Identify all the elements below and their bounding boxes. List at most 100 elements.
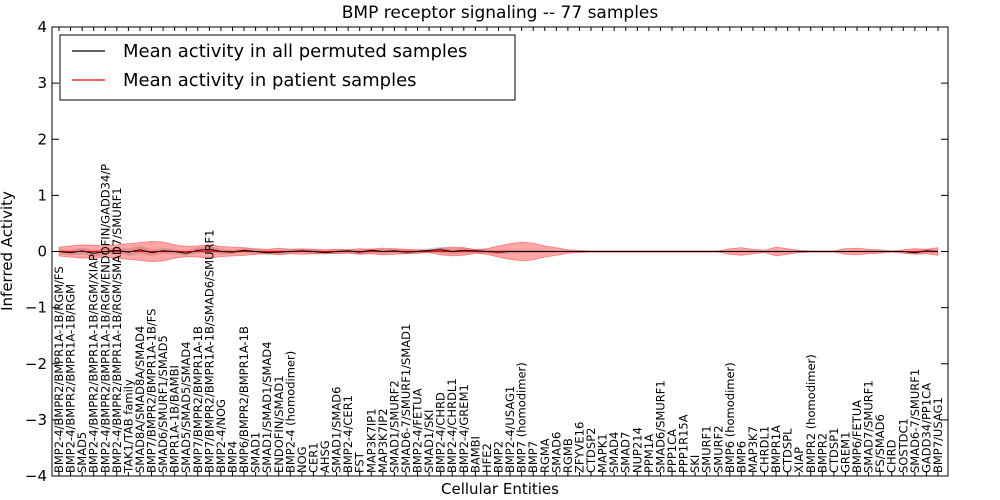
- x-tick-label: BMP2-4/USAG1: [503, 386, 517, 473]
- x-tick-label: BMP2-4/NOG: [214, 399, 228, 473]
- legend-patient-label: Mean activity in patient samples: [123, 70, 417, 91]
- legend-box: [59, 34, 516, 101]
- x-tick-label: AHSG: [318, 440, 332, 473]
- x-tick-label: SMAD8A/SMAD8A/SMAD4: [133, 326, 147, 473]
- x-tick-label: CER1: [306, 442, 320, 473]
- x-tick-label: BMP2-4/BMPR2/BMPR1A-1B/RGM/FS: [52, 266, 66, 473]
- x-tick-label: BMPR2: [815, 433, 829, 473]
- x-tick-label: PPP1R15A: [677, 414, 691, 473]
- x-tick-label: SMAD6/SMURF1/SMAD5: [156, 335, 170, 473]
- x-tick-label: BMP7/BMPR2/BMPR1A-1B/SMAD6/SMURF1: [202, 230, 216, 473]
- x-tick-label: BMPR1A-1B/BAMBI: [168, 365, 182, 473]
- x-tick-label: RGMA: [538, 438, 552, 473]
- y-tick-label: −2: [25, 355, 47, 373]
- x-tick-label: SKI: [688, 455, 702, 473]
- x-tick-label: SMAD1: [249, 432, 263, 473]
- x-tick-label: BMP7 (homodimer): [515, 362, 529, 473]
- x-tick-label: FS/SMAD6: [873, 414, 887, 473]
- y-tick-label: 3: [37, 74, 47, 92]
- x-tick-label: SMAD6-7/SMURF1: [908, 369, 922, 473]
- x-tick-label: SMAD5/SMAD5/SMAD4: [179, 341, 193, 473]
- x-tick-label: CHRDL1: [758, 426, 772, 473]
- x-tick-label: CTDSPL: [781, 428, 795, 473]
- x-tick-label: BMP7/BMPR2/BMPR1A-1B: [191, 326, 205, 473]
- x-tick-label: SMAD6/SMURF1: [653, 380, 667, 473]
- x-tick-label: BMP2: [492, 441, 506, 473]
- x-tick-label: TAK1/TAB family: [121, 379, 135, 474]
- x-tick-label: BMP6/BMPR2/BMPR1A-1B: [237, 326, 251, 473]
- x-tick-label: PPM1A: [642, 434, 656, 473]
- x-tick-label: BMP4: [225, 441, 239, 473]
- x-tick-label: ENDOFIN/SMAD1: [272, 375, 286, 473]
- x-tick-label: MAP3K7IP1: [364, 408, 378, 473]
- x-tick-label: XIAP: [792, 447, 806, 473]
- chart-title: BMP receptor signaling -- 77 samples: [342, 3, 659, 23]
- x-tick-label: SMAD1/SMURF2: [387, 380, 401, 473]
- x-tick-label: BMP7/USAG1: [931, 397, 945, 473]
- x-tick-label: GADD34/PP1CA: [919, 383, 933, 473]
- x-tick-label: BMP2-4/CER1: [341, 395, 355, 473]
- x-tick-label: BMP2-4 (homodimer): [283, 351, 297, 473]
- x-tick-label: SMAD6-7/SMURF1/SMAD1: [399, 324, 413, 473]
- x-tick-label: SMAD1/SMAD6: [330, 387, 344, 473]
- series-lines: [58, 248, 939, 254]
- y-tick-label: 2: [37, 130, 47, 148]
- x-tick-label: NUP214: [630, 427, 644, 473]
- x-tick-label: SMAD5: [75, 432, 89, 473]
- x-tick-label: BMP7/BMPR2/BMPR1A-1B/FS: [145, 309, 159, 473]
- x-tick-label: MAP3K7IP2: [376, 408, 390, 473]
- x-tick-label: SMAD1/SMAD1/SMAD4: [260, 341, 274, 473]
- x-axis-tick-labels: BMP2-4/BMPR2/BMPR1A-1B/RGM/FSBMP2-4/BMPR…: [52, 164, 945, 474]
- x-tick-label: BMP7: [526, 441, 540, 473]
- x-tick-label: BMPR1A: [769, 425, 783, 473]
- x-axis-ticks: [58, 27, 939, 476]
- x-tick-label: BMP2-4/BMPR2/BMPR1A-1B/RGM/ENDOFIN/GADD3…: [98, 164, 112, 473]
- x-tick-label: ZFYVE16: [572, 422, 586, 473]
- x-tick-label: BMP2-4/CHRDL1: [445, 378, 459, 473]
- x-tick-label: GREM1: [838, 432, 852, 473]
- x-tick-label: SMAD6: [549, 432, 563, 473]
- y-tick-label: 0: [37, 243, 47, 261]
- y-tick-label: 1: [37, 186, 47, 204]
- x-tick-label: BMPR2 (homodimer): [804, 354, 818, 473]
- x-tick-label: SMAD4: [607, 432, 621, 473]
- x-tick-label: CHRD: [885, 439, 899, 473]
- x-tick-label: NOG: [295, 446, 309, 473]
- x-tick-label: BMP6: [734, 441, 748, 473]
- x-tick-label: SMAD7: [619, 432, 633, 473]
- y-tick-label: −4: [25, 467, 47, 485]
- x-tick-label: CTDSP1: [827, 428, 841, 473]
- x-tick-label: BMP2-4/BMPR2/BMPR1A-1B/RGM: [64, 284, 78, 473]
- x-tick-label: SOSTDC1: [896, 418, 910, 473]
- x-tick-label: BAMBI: [468, 436, 482, 473]
- x-tick-label: BMP2-4/BMPR2/BMPR1A-1B/RGM/XIAP: [87, 254, 101, 473]
- y-tick-label: −1: [25, 299, 47, 317]
- x-tick-label: PPP1CA: [665, 429, 679, 473]
- plot-frame: [51, 26, 949, 477]
- x-tick-label: SMAD7/SMURF1: [862, 380, 876, 473]
- x-tick-label: SMURF2: [711, 425, 725, 473]
- y-tick-label: 4: [37, 18, 47, 36]
- x-tick-label: MAPK1: [596, 433, 610, 473]
- x-tick-label: RGMB: [561, 438, 575, 473]
- y-axis: −4 −3 −2 −1 0 1 2 3 4: [25, 18, 948, 485]
- x-tick-label: BMP6 (homodimer): [723, 362, 737, 473]
- x-tick-label: SMURF1: [700, 425, 714, 473]
- x-axis-label: Cellular Entities: [441, 480, 559, 498]
- x-tick-label: BMP2-4/CHRD: [434, 392, 448, 473]
- x-tick-label: MAP3K7: [746, 426, 760, 473]
- x-tick-label: BMP2-4/FETUA: [411, 388, 425, 473]
- x-tick-label: HFE2: [480, 443, 494, 473]
- y-axis-label: Inferred Activity: [0, 191, 16, 311]
- x-tick-label: FST: [353, 451, 367, 473]
- y-tick-label: −3: [25, 411, 47, 429]
- legend: Mean activity in all permuted samples Me…: [59, 34, 516, 101]
- x-tick-label: CTDSP2: [584, 428, 598, 473]
- x-tick-label: SMAD1/SKI: [422, 410, 436, 473]
- permuted-line: [58, 248, 939, 254]
- x-tick-label: BMP2-4/GREM1: [457, 384, 471, 473]
- x-tick-label: BMP2-4/BMPR2/BMPR1A-1B/RGM/SMAD7/SMURF1: [110, 187, 124, 473]
- x-tick-label: BMP6/FETUA: [850, 400, 864, 473]
- legend-permuted-label: Mean activity in all permuted samples: [123, 41, 467, 62]
